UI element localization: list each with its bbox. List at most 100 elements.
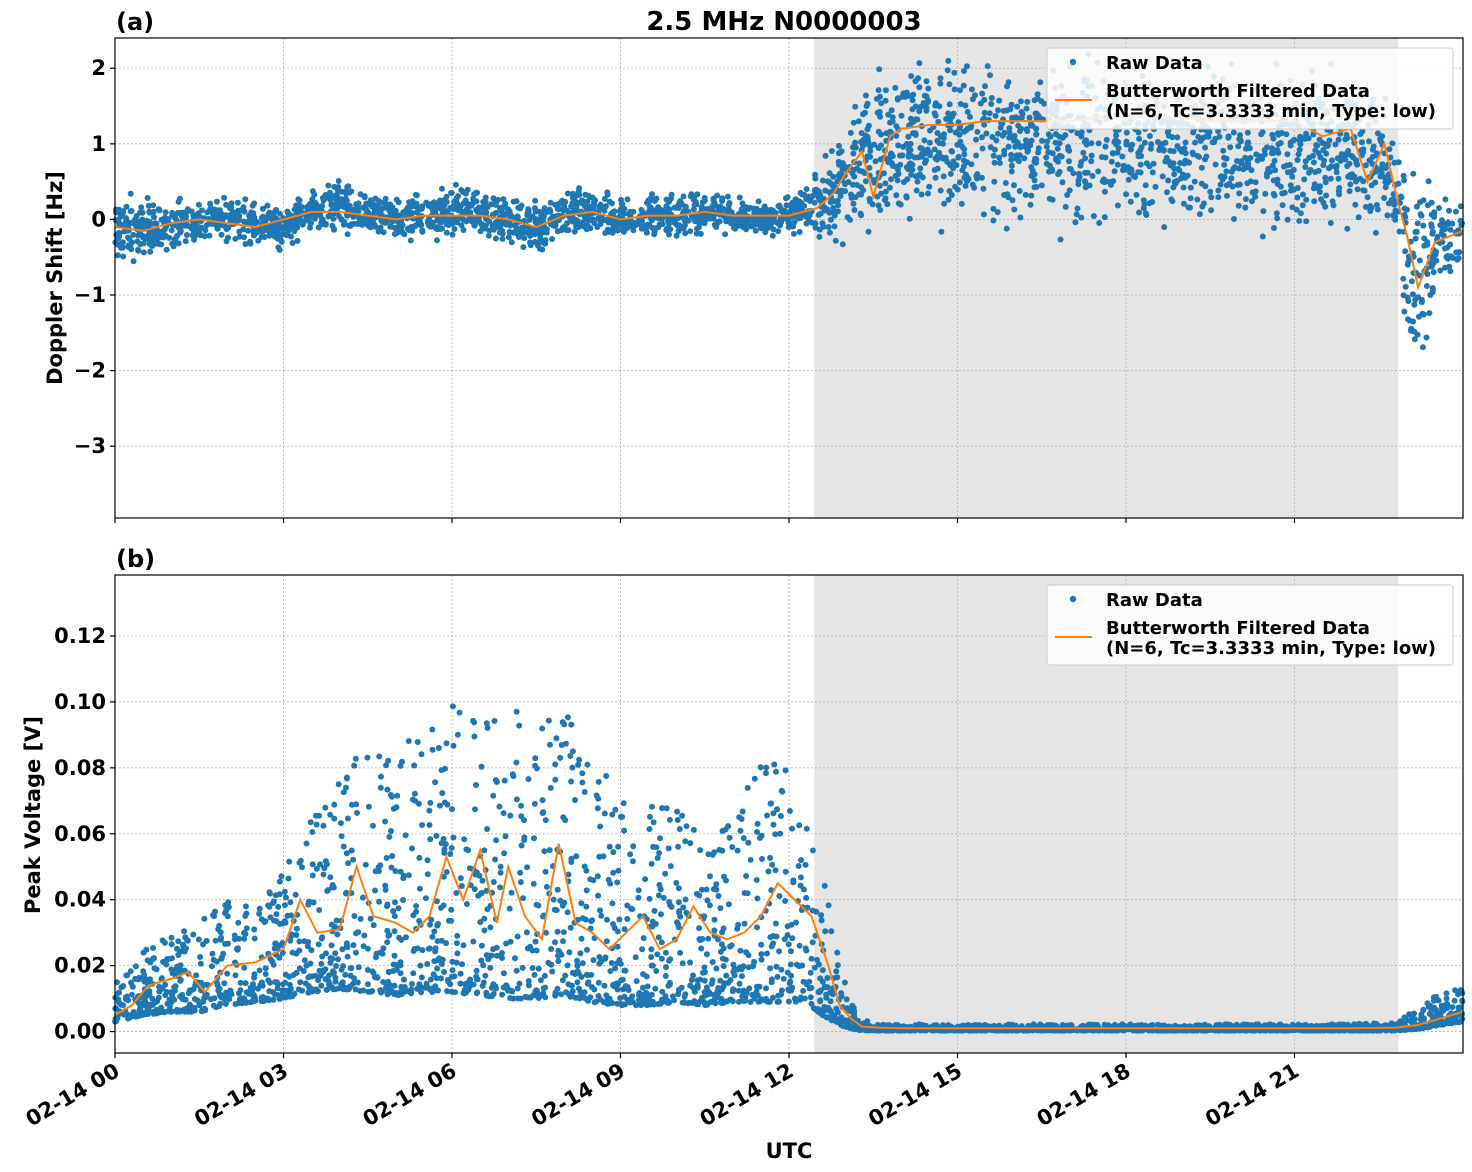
raw-data-point (1401, 211, 1408, 218)
raw-data-point (961, 146, 968, 153)
raw-data-point (556, 200, 563, 207)
raw-data-point (413, 200, 420, 207)
raw-data-point (1070, 170, 1077, 177)
raw-data-point (492, 201, 499, 208)
raw-data-point (531, 971, 538, 978)
raw-data-point (516, 980, 523, 987)
raw-data-point (564, 190, 571, 197)
raw-data-point (161, 217, 168, 223)
raw-data-point (222, 941, 229, 947)
raw-data-point (203, 222, 210, 229)
raw-data-point (1358, 147, 1365, 154)
raw-data-point (1321, 157, 1328, 164)
raw-data-point (657, 835, 663, 842)
raw-data-point (724, 193, 731, 200)
raw-data-point (496, 229, 503, 236)
raw-data-point (1062, 203, 1069, 210)
raw-data-point (340, 843, 347, 850)
raw-data-point (1003, 225, 1010, 232)
raw-data-point (816, 233, 823, 240)
raw-data-point (912, 103, 919, 110)
raw-data-point (1361, 187, 1368, 194)
raw-data-point (1424, 241, 1431, 248)
raw-data-point (333, 200, 340, 207)
raw-data-point (658, 911, 664, 918)
raw-data-point (710, 195, 717, 202)
raw-data-point (969, 96, 976, 103)
raw-data-point (529, 965, 536, 971)
raw-data-point (1259, 155, 1266, 162)
raw-data-point (1161, 224, 1168, 231)
raw-data-point (663, 964, 669, 971)
raw-data-point (847, 216, 854, 223)
raw-data-point (401, 231, 408, 238)
raw-data-point (894, 177, 901, 184)
raw-data-point (503, 221, 510, 228)
raw-data-point (888, 150, 895, 157)
raw-data-point (310, 899, 317, 906)
raw-data-point (296, 197, 303, 204)
raw-data-point (449, 806, 455, 813)
raw-data-point (777, 205, 784, 212)
raw-data-point (994, 209, 1001, 216)
raw-data-point (460, 227, 467, 233)
raw-data-point (169, 209, 176, 216)
raw-data-point (673, 203, 680, 210)
raw-data-point (1236, 181, 1243, 188)
raw-data-point (919, 174, 926, 181)
raw-data-point (1230, 129, 1237, 136)
raw-data-point (258, 233, 265, 240)
raw-data-point (915, 75, 922, 82)
raw-data-point (262, 971, 269, 977)
raw-data-point (1019, 111, 1026, 118)
raw-data-point (906, 215, 913, 222)
raw-data-point (1294, 157, 1301, 163)
raw-data-point (803, 979, 810, 986)
raw-data-point (126, 235, 133, 242)
raw-data-point (1454, 256, 1461, 263)
raw-data-point (999, 132, 1006, 139)
raw-data-point (1400, 275, 1407, 282)
raw-data-point (132, 216, 139, 223)
raw-data-point (909, 97, 916, 104)
raw-data-point (957, 87, 963, 94)
raw-data-point (736, 814, 743, 821)
raw-data-point (772, 920, 779, 927)
raw-data-point (580, 198, 587, 205)
raw-data-point (458, 222, 465, 229)
raw-data-point (218, 231, 225, 238)
raw-data-point (501, 777, 508, 784)
raw-data-point (128, 208, 135, 214)
raw-data-point (297, 219, 304, 226)
raw-data-point (673, 232, 680, 239)
raw-data-point (1192, 139, 1199, 146)
raw-data-point (1295, 151, 1302, 158)
raw-data-point (719, 197, 726, 204)
raw-data-point (834, 949, 841, 956)
raw-data-point (476, 218, 483, 225)
raw-data-point (674, 817, 681, 823)
y-tick-label: −3 (74, 434, 106, 458)
raw-data-point (609, 900, 616, 907)
raw-data-point (1436, 205, 1442, 211)
raw-data-point (520, 244, 527, 251)
raw-data-point (250, 981, 256, 988)
raw-data-point (385, 757, 392, 764)
legend-raw-marker (1069, 58, 1077, 66)
raw-data-point (862, 92, 869, 99)
raw-data-point (1066, 158, 1072, 165)
raw-data-point (597, 907, 603, 914)
raw-data-point (513, 967, 520, 974)
raw-data-point (1089, 173, 1096, 179)
raw-data-point (1446, 263, 1453, 270)
raw-data-point (1284, 216, 1291, 223)
raw-data-point (434, 237, 440, 244)
raw-data-point (432, 779, 439, 786)
raw-data-point (1419, 310, 1426, 317)
raw-data-point (956, 179, 963, 186)
raw-data-point (419, 204, 426, 211)
raw-data-point (123, 203, 130, 210)
raw-data-point (277, 235, 284, 242)
raw-data-point (1215, 194, 1222, 201)
